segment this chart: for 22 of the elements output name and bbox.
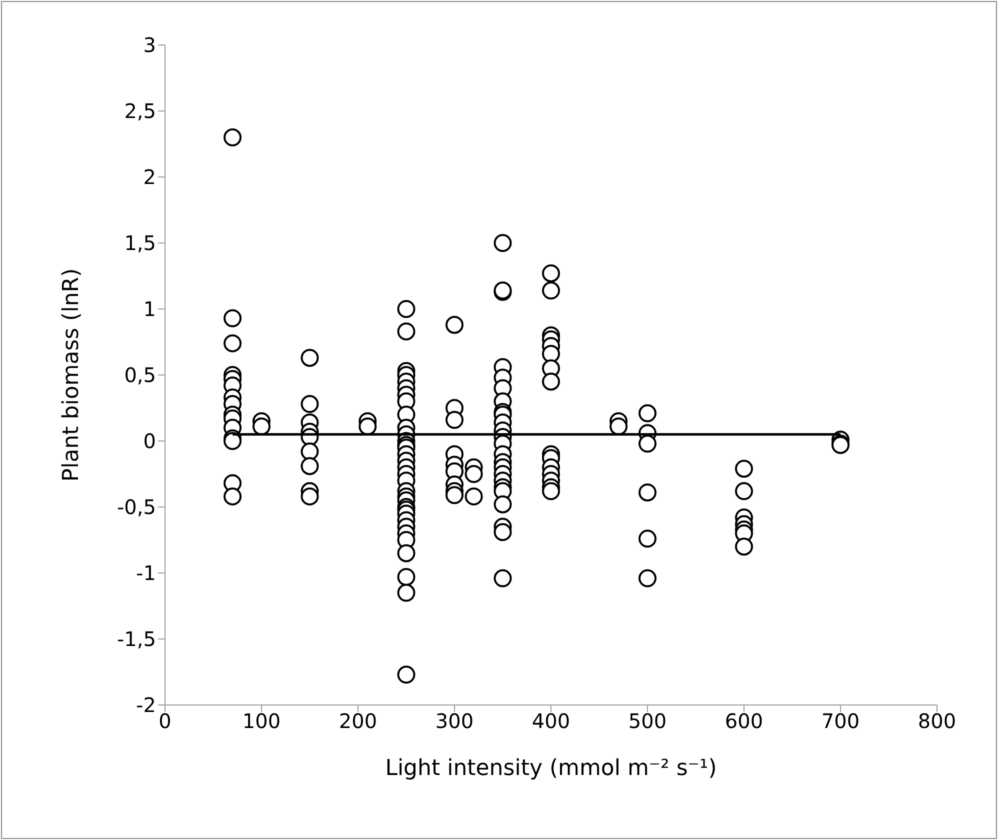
y-tick-label: -1,5 [116,627,156,652]
y-tick-label: -2 [136,693,156,718]
x-tick-label: 100 [242,709,281,734]
x-tick-label: 700 [821,709,860,734]
y-tick-label: 0,5 [124,363,156,388]
y-tick-label: 0 [143,429,156,454]
x-tick-label: 300 [435,709,474,734]
y-tick-label: -0,5 [116,495,156,520]
y-tick-label: -1 [136,561,156,586]
x-tick-label: 400 [532,709,570,734]
y-tick-label: 1 [143,297,156,322]
x-axis-title: Light intensity (mmol m⁻² s⁻¹) [385,756,717,781]
x-tick-label: 600 [724,709,764,734]
x-tick-label: 200 [338,709,378,734]
x-tick-label: 0 [158,709,172,734]
y-tick-label: 2 [143,165,156,190]
x-tick-label: 800 [918,709,956,734]
y-tick-label: 2,5 [124,99,156,124]
x-tick-label: 500 [628,709,667,734]
y-tick-label: 3 [143,33,156,58]
y-tick-label: 1,5 [124,231,156,256]
y-axis-title: Plant biomass (lnR) [58,268,84,482]
